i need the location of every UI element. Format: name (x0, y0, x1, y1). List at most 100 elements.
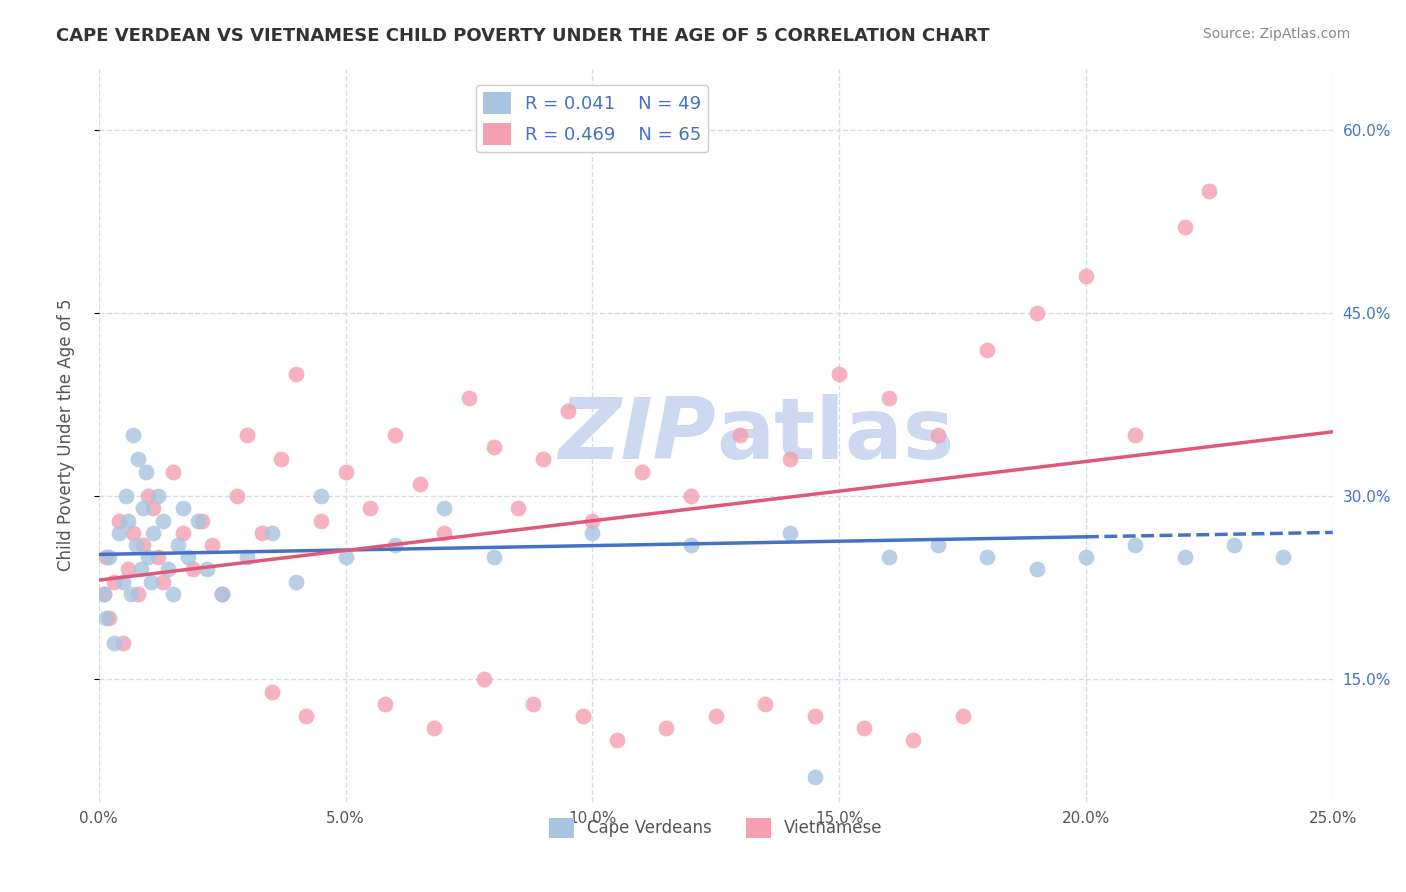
Point (142, 525, 165, 540)
Point (374, 697, 396, 711)
Y-axis label: Child Poverty Under the Age of 5: Child Poverty Under the Age of 5 (58, 299, 75, 571)
Point (129, 562, 152, 576)
Point (927, 538, 949, 552)
Point (295, 709, 318, 723)
Point (176, 550, 198, 565)
Point (152, 574, 174, 589)
Point (125, 538, 148, 552)
Point (122, 525, 145, 540)
Legend: Cape Verdeans, Vietnamese: Cape Verdeans, Vietnamese (543, 811, 889, 845)
Point (927, 428, 949, 442)
Point (142, 501, 165, 516)
Point (127, 452, 149, 467)
Point (952, 709, 974, 723)
Point (779, 452, 801, 467)
Point (127, 587, 149, 601)
Point (112, 574, 135, 589)
Point (201, 538, 224, 552)
Point (458, 392, 481, 406)
Point (309, 489, 332, 503)
Point (195, 562, 218, 576)
Point (107, 514, 129, 528)
Point (146, 550, 169, 565)
Point (236, 550, 259, 565)
Point (172, 501, 194, 516)
Point (120, 587, 142, 601)
Point (97, 611, 120, 625)
Point (508, 501, 530, 516)
Point (1123, 428, 1146, 442)
Point (226, 489, 249, 503)
Point (852, 721, 875, 735)
Point (359, 501, 381, 516)
Point (139, 574, 162, 589)
Point (681, 489, 703, 503)
Point (522, 697, 544, 711)
Point (655, 721, 678, 735)
Point (384, 428, 406, 442)
Point (136, 489, 159, 503)
Point (96, 550, 118, 565)
Point (1074, 269, 1097, 284)
Point (260, 684, 283, 698)
Point (482, 550, 505, 565)
Point (482, 440, 505, 454)
Point (1272, 550, 1295, 565)
Point (135, 465, 157, 479)
Point (191, 514, 214, 528)
Point (115, 489, 138, 503)
Point (779, 525, 801, 540)
Point (236, 428, 259, 442)
Point (681, 538, 703, 552)
Point (162, 587, 184, 601)
Point (96, 611, 118, 625)
Point (250, 525, 273, 540)
Point (97, 550, 120, 565)
Point (1223, 538, 1246, 552)
Point (152, 514, 174, 528)
Point (531, 452, 554, 467)
Point (132, 538, 155, 552)
Point (606, 733, 628, 747)
Text: Source: ZipAtlas.com: Source: ZipAtlas.com (1202, 27, 1350, 41)
Point (1025, 306, 1047, 320)
Point (117, 562, 139, 576)
Point (433, 501, 456, 516)
Point (828, 367, 851, 381)
Point (270, 452, 292, 467)
Point (877, 550, 900, 565)
Point (260, 525, 283, 540)
Point (181, 562, 204, 576)
Point (122, 428, 145, 442)
Point (285, 574, 308, 589)
Text: ZIP: ZIP (558, 393, 716, 476)
Point (581, 514, 603, 528)
Text: atlas: atlas (716, 393, 955, 476)
Point (877, 392, 900, 406)
Point (211, 587, 233, 601)
Text: CAPE VERDEAN VS VIETNAMESE CHILD POVERTY UNDER THE AGE OF 5 CORRELATION CHART: CAPE VERDEAN VS VIETNAMESE CHILD POVERTY… (56, 27, 990, 45)
Point (172, 525, 194, 540)
Point (335, 465, 357, 479)
Point (156, 562, 179, 576)
Point (730, 428, 752, 442)
Point (704, 709, 727, 723)
Point (132, 501, 155, 516)
Point (103, 636, 125, 650)
Point (107, 525, 129, 540)
Point (571, 709, 593, 723)
Point (423, 721, 446, 735)
Point (1074, 550, 1097, 565)
Point (581, 525, 603, 540)
Point (309, 514, 332, 528)
Point (335, 550, 357, 565)
Point (186, 514, 208, 528)
Point (117, 514, 139, 528)
Point (166, 538, 188, 552)
Point (93, 587, 115, 601)
Point (472, 673, 495, 687)
Point (136, 550, 159, 565)
Point (1198, 184, 1220, 198)
Point (285, 367, 308, 381)
Point (408, 477, 430, 491)
